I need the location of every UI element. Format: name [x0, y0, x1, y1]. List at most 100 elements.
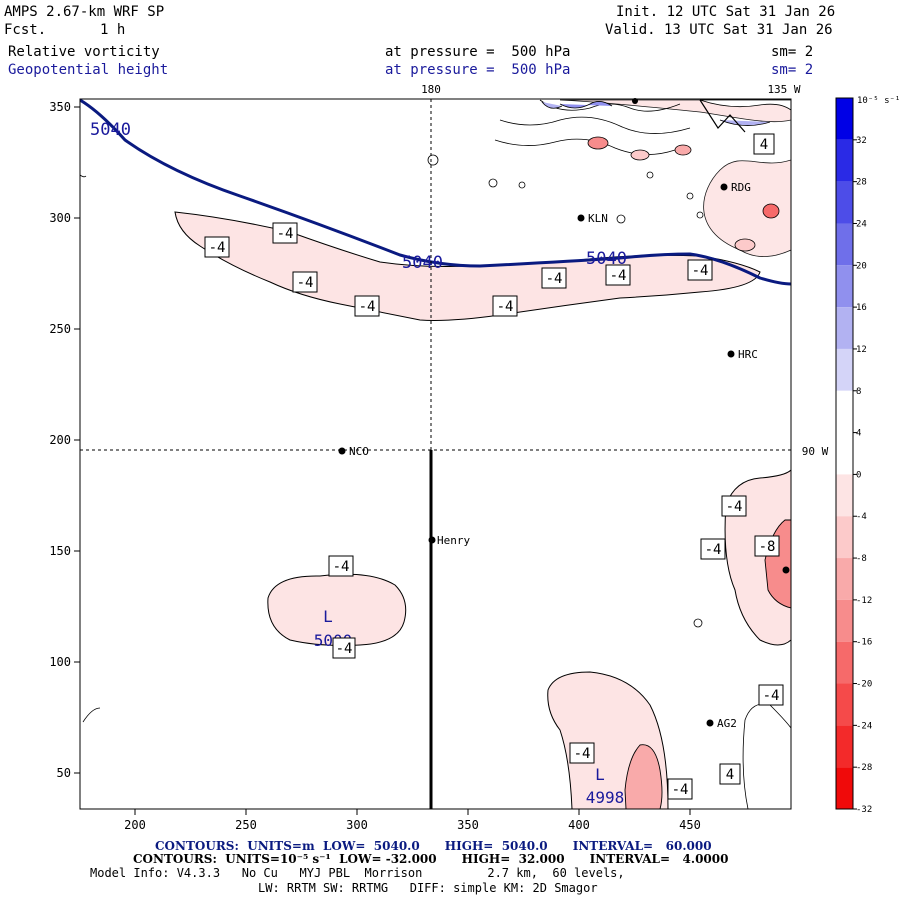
colorbar-swatch [836, 307, 853, 349]
low-symbol: L [595, 765, 605, 784]
x-tick-label: 300 [346, 818, 368, 832]
colorbar-swatch [836, 599, 853, 642]
vorticity-contour-label-hidden: -4 [0, 0, 2, 1]
vorticity-contour-label: -4 [705, 542, 722, 558]
vorticity-contour-label: -4 [672, 782, 689, 798]
vorticity-noise-region [427, 99, 791, 257]
colorbar-swatch [836, 223, 853, 266]
colorbar-swatch [836, 432, 853, 475]
colorbar-tick-label: -32 [856, 805, 872, 815]
geopotential-5040-contour [80, 99, 791, 286]
x-tick-label: 450 [679, 818, 701, 832]
station-rdg: RDG [731, 181, 751, 194]
forecast-hour: 1 h [100, 22, 126, 38]
colorbar-swatch [836, 725, 853, 768]
height-contour-info: CONTOURS: UNITS=m LOW= 5040.0 HIGH= 5040… [155, 839, 712, 853]
vorticity-contour-label: -4 [692, 263, 709, 279]
x-tick-label: 250 [235, 818, 257, 832]
y-tick-label: 300 [49, 211, 71, 225]
colorbar-tick-label: 32 [856, 136, 867, 146]
colorbar-swatch [836, 348, 853, 391]
station-nco: NCO [349, 445, 369, 458]
low-value: 4998 [586, 788, 625, 807]
station-kln: KLN [588, 212, 608, 225]
colorbar-swatch [836, 98, 853, 140]
colorbar-swatch [836, 641, 853, 684]
colorbar-tick-label: -4 [856, 512, 867, 522]
vorticity-contour-label: -4 [546, 271, 563, 287]
longitude-135w-label: 135 W [767, 83, 800, 96]
colorbar-tick-label: -24 [856, 721, 872, 731]
vorticity-contour-info: CONTOURS: UNITS=10⁻⁵ s⁻¹ LOW= -32.000 HI… [133, 852, 729, 866]
y-tick-label: 150 [49, 544, 71, 558]
colorbar-swatch [836, 139, 853, 182]
vorticity-contour-label: 4 [726, 767, 734, 783]
colorbar-tick-label: -28 [856, 763, 872, 773]
colorbar-tick-label: -20 [856, 680, 872, 690]
vorticity-contour-label: -4 [277, 226, 294, 242]
colorbar-swatch [836, 390, 853, 433]
colorbar: 32 28 24 20 16 12 8 4 0 -4 -8 -12 -16 -20 -24 -28 -32 [835, 97, 872, 815]
model-info: Model Info: V4.3.3 No Cu MYJ PBL Morriso… [90, 866, 625, 880]
vorticity-contour-label: -4 [209, 240, 226, 256]
physics-info: LW: RRTM SW: RRTMG DIFF: simple KM: 2D S… [258, 881, 598, 895]
y-tick-label: 250 [49, 322, 71, 336]
vorticity-contour-label: -4 [497, 299, 514, 315]
colorbar-tick-label: 4 [856, 429, 861, 439]
field2-level: at pressure = 500 hPa [385, 62, 571, 78]
vorticity-contour-label: 4 [760, 137, 768, 153]
colorbar-tick-label: 28 [856, 178, 867, 188]
y-tick-label: 200 [49, 433, 71, 447]
colorbar-tick-label: 24 [856, 219, 867, 229]
x-tick-label: 400 [568, 818, 590, 832]
field1-smoothing: sm= 2 [771, 44, 814, 60]
colorbar-swatch [836, 474, 853, 517]
colorbar-tick-label: 8 [856, 387, 861, 397]
colorbar-swatch [836, 767, 853, 809]
colorbar-tick-label: 0 [856, 470, 861, 480]
station-ag2: AG2 [717, 717, 737, 730]
colorbar-tick-label: -16 [856, 638, 872, 648]
x-tick-label: 350 [457, 818, 479, 832]
valid-time: Valid. 13 UTC Sat 31 Jan 26 [605, 22, 833, 38]
vorticity-contour-label: -4 [574, 746, 591, 762]
vorticity-contour-label: -4 [610, 268, 627, 284]
vorticity-contour-label: -4 [336, 641, 353, 657]
low-symbol: L [323, 607, 333, 626]
field2-smoothing: sm= 2 [771, 62, 814, 78]
height-label: 5040 [90, 120, 131, 140]
colorbar-tick-label: 20 [856, 261, 867, 271]
longitude-90w-label: 90 W [802, 445, 829, 458]
longitude-180-label: 180 [421, 83, 441, 96]
vorticity-contour-label: -4 [726, 499, 743, 515]
colorbar-swatch [836, 558, 853, 600]
y-tick-label: 350 [49, 100, 71, 114]
x-tick-label: 200 [124, 818, 146, 832]
map-plot-area [80, 99, 791, 809]
colorbar-unit: 10⁻⁵ s⁻¹ [857, 96, 900, 106]
colorbar-frame [835, 97, 854, 810]
field2-name: Geopotential height [8, 62, 169, 78]
colorbar-swatch [836, 265, 853, 308]
station-henry: Henry [437, 534, 470, 547]
colorbar-swatch [836, 181, 853, 224]
init-time: Init. 12 UTC Sat 31 Jan 26 [616, 4, 836, 20]
plot-frame [79, 98, 792, 810]
field1-name: Relative vorticity [8, 44, 160, 60]
colorbar-tick-label: -12 [856, 596, 872, 606]
model-title: AMPS 2.67-km WRF SP [4, 4, 165, 20]
vorticity-blob-west [267, 573, 407, 646]
colorbar-swatch [836, 683, 853, 726]
station-hrc: HRC [738, 348, 758, 361]
field1-level: at pressure = 500 hPa [385, 44, 571, 60]
y-tick-label: 100 [49, 655, 71, 669]
vorticity-contour-label: -8 [759, 539, 776, 555]
vorticity-contour-label: -4 [359, 299, 376, 315]
vorticity-contour-label: -4 [297, 275, 314, 291]
colorbar-tick-label: 12 [856, 345, 867, 355]
vorticity-contour-label: -4 [333, 559, 350, 575]
colorbar-tick-label: -8 [856, 554, 867, 564]
colorbar-swatch [836, 516, 853, 559]
vorticity-contour-label: -4 [763, 688, 780, 704]
